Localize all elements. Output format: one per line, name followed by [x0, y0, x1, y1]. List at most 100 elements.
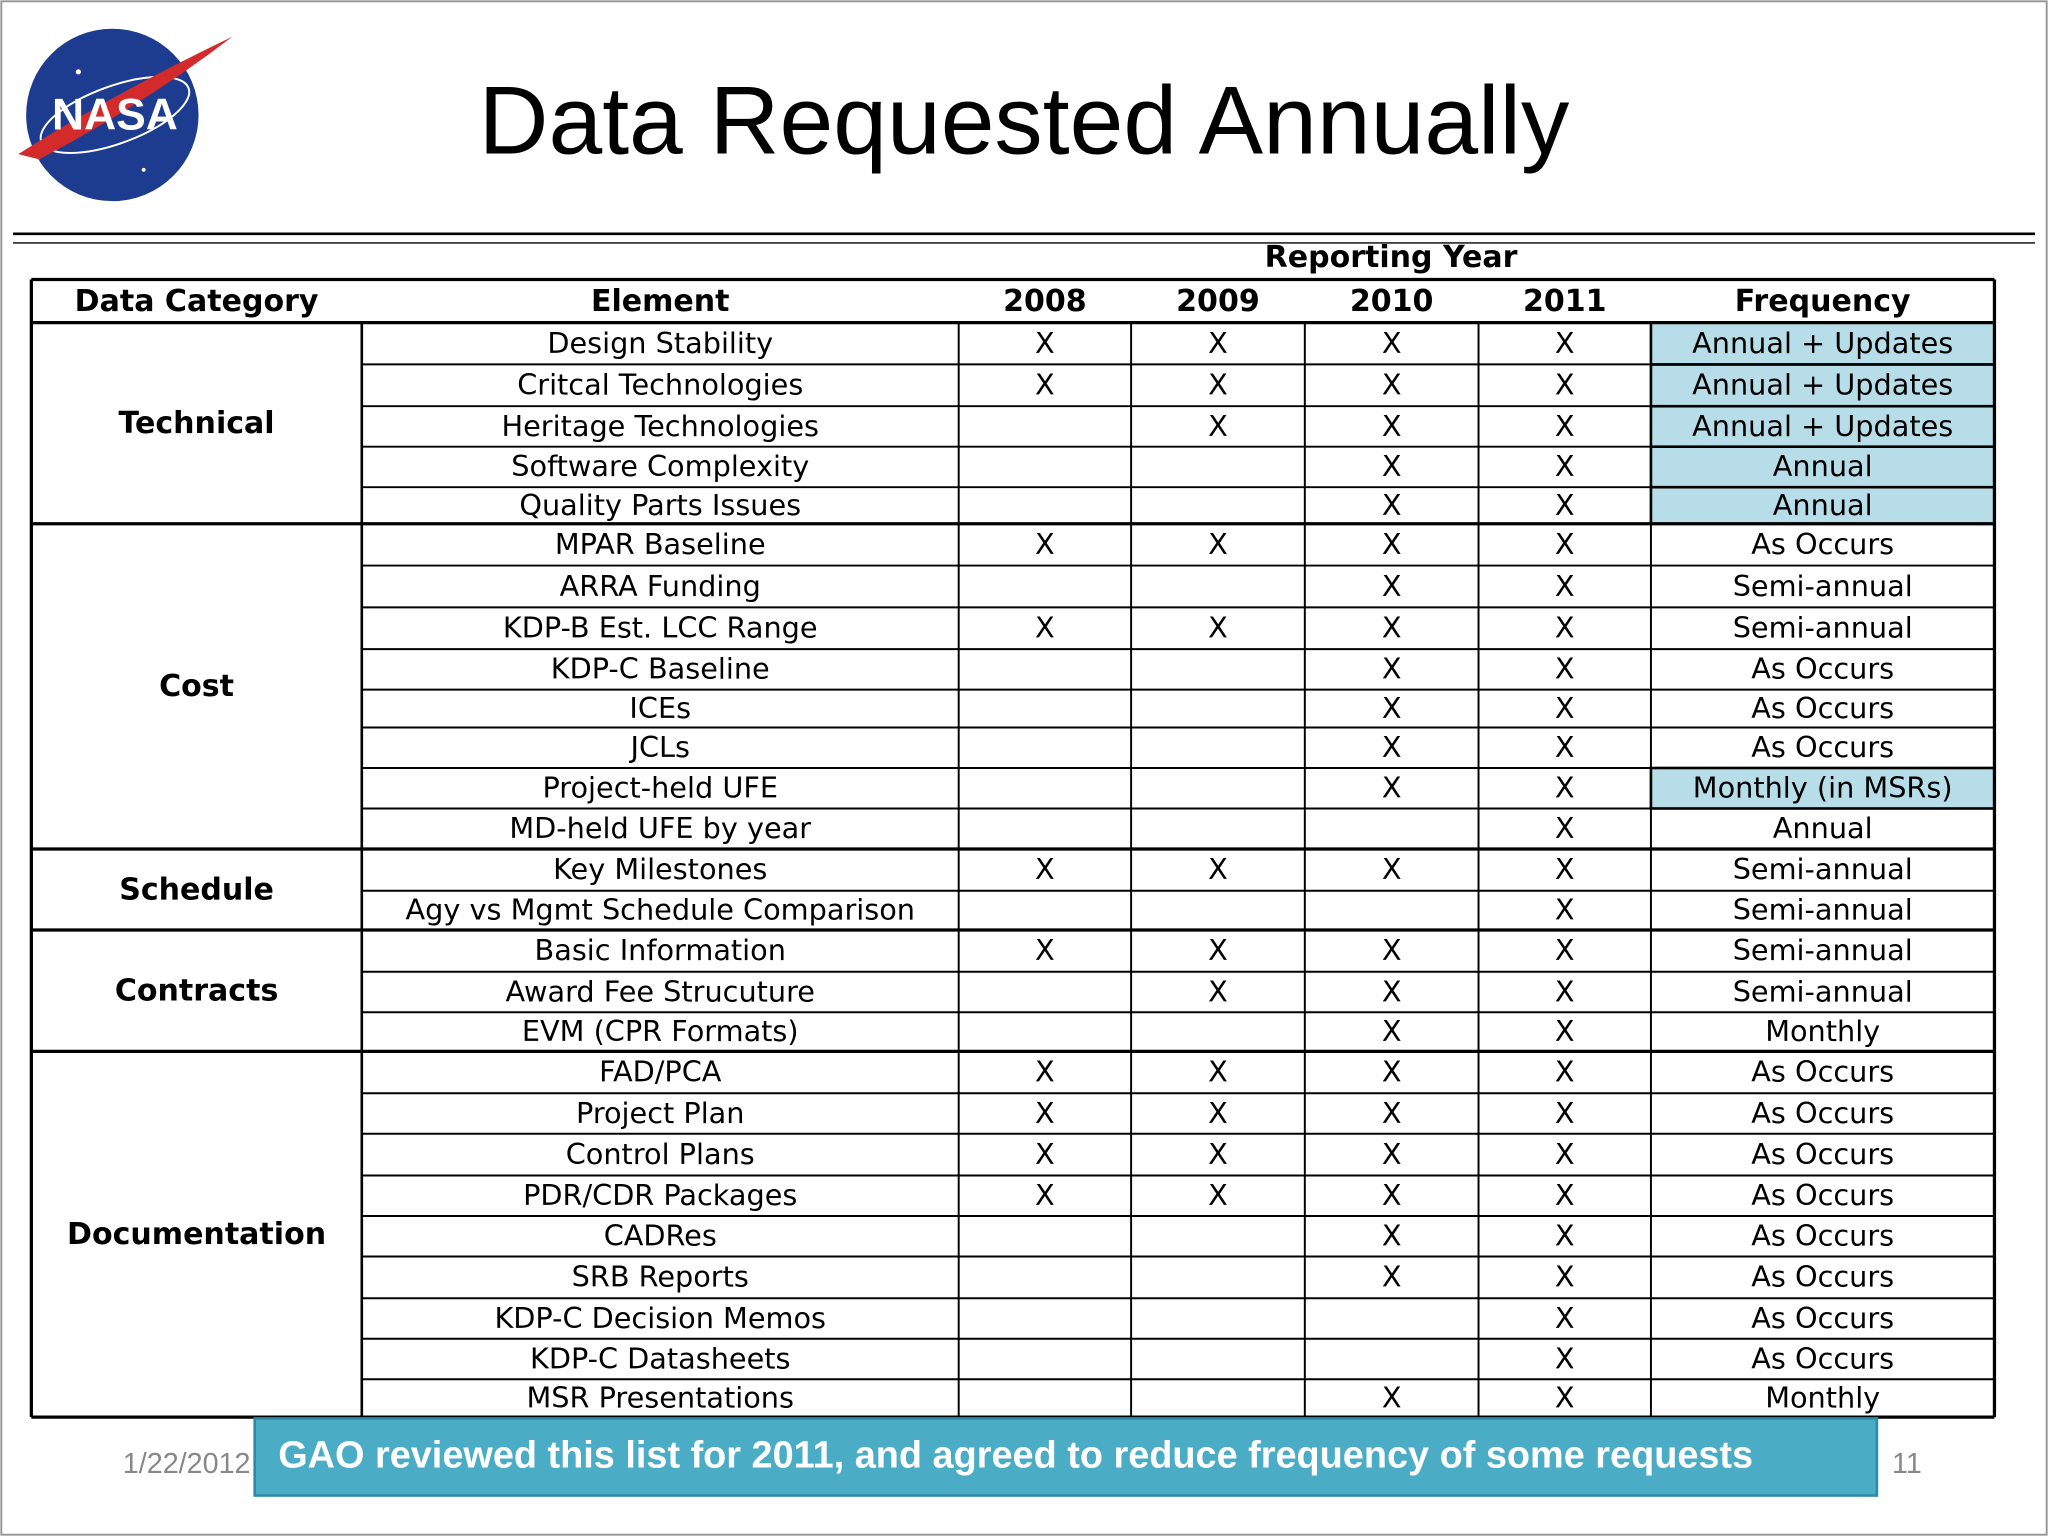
year-mark: X	[1555, 691, 1575, 725]
element-cell: Control Plans	[566, 1137, 755, 1171]
element-cell: KDP-C Datasheets	[530, 1341, 790, 1375]
frequency-cell: Semi-annual	[1733, 933, 1913, 967]
year-mark: X	[1382, 1014, 1402, 1048]
category-cell: Documentation	[67, 1217, 326, 1252]
column-header: Element	[591, 284, 730, 319]
year-mark: X	[1035, 933, 1055, 967]
element-cell: MPAR Baseline	[555, 527, 766, 561]
year-mark: X	[1382, 852, 1402, 886]
frequency-cell: As Occurs	[1751, 1096, 1894, 1130]
element-cell: KDP-B Est. LCC Range	[503, 611, 818, 645]
logo-swoosh	[18, 36, 233, 160]
element-cell: ARRA Funding	[560, 569, 761, 603]
year-mark: X	[1555, 409, 1575, 443]
frequency-cell: Monthly	[1765, 1014, 1880, 1048]
year-mark: X	[1555, 1301, 1575, 1335]
frequency-cell: Monthly	[1765, 1381, 1880, 1415]
year-mark: X	[1382, 1381, 1402, 1415]
frequency-cell: Annual + Updates	[1692, 326, 1953, 360]
year-mark: X	[1208, 326, 1228, 360]
logo-star	[141, 167, 146, 172]
element-cell: Basic Information	[535, 933, 786, 967]
year-mark: X	[1035, 1096, 1055, 1130]
year-mark: X	[1382, 368, 1402, 402]
year-mark: X	[1208, 368, 1228, 402]
element-cell: Design Stability	[547, 326, 773, 360]
year-mark: X	[1208, 974, 1228, 1008]
year-mark: X	[1555, 811, 1575, 845]
element-cell: KDP-C Baseline	[551, 652, 770, 686]
year-mark: X	[1555, 527, 1575, 561]
year-mark: X	[1035, 527, 1055, 561]
year-mark: X	[1382, 974, 1402, 1008]
slide-title: Data Requested Annually	[479, 68, 1570, 175]
frequency-cell: As Occurs	[1751, 1301, 1894, 1335]
column-header: 2010	[1350, 284, 1434, 319]
frequency-cell: Annual	[1773, 449, 1873, 483]
element-cell: CADRes	[604, 1219, 717, 1253]
super-header: Reporting Year	[1265, 240, 1518, 275]
year-mark: X	[1555, 974, 1575, 1008]
year-mark: X	[1382, 569, 1402, 603]
year-mark: X	[1555, 1014, 1575, 1048]
year-mark: X	[1208, 852, 1228, 886]
element-cell: Agy vs Mgmt Schedule Comparison	[405, 893, 915, 927]
frequency-cell: Semi-annual	[1733, 893, 1913, 927]
year-mark: X	[1382, 652, 1402, 686]
year-mark: X	[1208, 933, 1228, 967]
frequency-cell: As Occurs	[1751, 1219, 1894, 1253]
year-mark: X	[1208, 1096, 1228, 1130]
frequency-cell: As Occurs	[1751, 1341, 1894, 1375]
element-cell: Heritage Technologies	[502, 409, 819, 443]
frequency-cell: As Occurs	[1751, 652, 1894, 686]
year-mark: X	[1555, 771, 1575, 805]
element-cell: MD-held UFE by year	[509, 811, 811, 845]
column-header: 2008	[1003, 284, 1087, 319]
year-mark: X	[1382, 1219, 1402, 1253]
frequency-cell: Semi-annual	[1733, 852, 1913, 886]
logo-star	[75, 69, 81, 75]
element-cell: Project-held UFE	[542, 771, 778, 805]
year-mark: X	[1555, 1381, 1575, 1415]
frequency-cell: Semi-annual	[1733, 974, 1913, 1008]
logo-text: NASA	[52, 90, 178, 139]
year-mark: X	[1555, 368, 1575, 402]
frequency-cell: As Occurs	[1751, 1260, 1894, 1294]
year-mark: X	[1555, 326, 1575, 360]
category-cell: Contracts	[115, 974, 279, 1009]
element-cell: KDP-C Decision Memos	[494, 1301, 826, 1335]
frequency-cell: Annual + Updates	[1692, 409, 1953, 443]
year-mark: X	[1382, 527, 1402, 561]
table: Reporting Year Data Category Element 2008 20…	[29, 240, 1997, 1419]
year-mark: X	[1555, 488, 1575, 522]
callout-box	[253, 1417, 1879, 1497]
year-mark: X	[1555, 569, 1575, 603]
year-mark: X	[1555, 1178, 1575, 1212]
frequency-cell: Monthly (in MSRs)	[1693, 771, 1953, 805]
frequency-cell: As Occurs	[1751, 1178, 1894, 1212]
year-mark: X	[1555, 1137, 1575, 1171]
year-mark: X	[1035, 1178, 1055, 1212]
year-mark: X	[1382, 1055, 1402, 1089]
year-mark: X	[1208, 611, 1228, 645]
frequency-cell: As Occurs	[1751, 1055, 1894, 1089]
element-cell: Project Plan	[576, 1096, 744, 1130]
element-cell: Software Complexity	[511, 449, 809, 483]
column-header: Data Category	[75, 284, 319, 319]
year-mark: X	[1555, 1055, 1575, 1089]
year-mark: X	[1382, 409, 1402, 443]
category-cell: Schedule	[119, 872, 274, 907]
year-mark: X	[1208, 1055, 1228, 1089]
column-header: Frequency	[1735, 284, 1911, 319]
page-number: 11	[1892, 1448, 1922, 1480]
frequency-cell: Semi-annual	[1733, 569, 1913, 603]
year-mark: X	[1555, 1341, 1575, 1375]
year-mark: X	[1035, 368, 1055, 402]
element-cell: ICEs	[629, 691, 691, 725]
frequency-cell: Annual	[1773, 811, 1873, 845]
year-mark: X	[1382, 1260, 1402, 1294]
year-mark: X	[1035, 1137, 1055, 1171]
element-cell: FAD/PCA	[599, 1055, 722, 1089]
year-mark: X	[1382, 611, 1402, 645]
element-cell: SRB Reports	[572, 1260, 749, 1294]
